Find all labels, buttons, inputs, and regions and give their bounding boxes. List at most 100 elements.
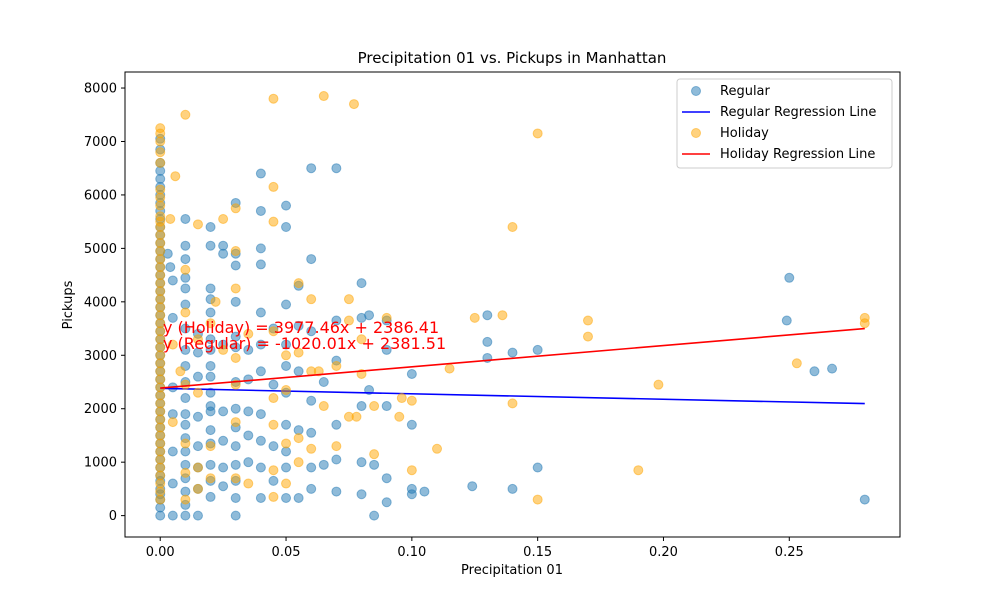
data-point — [497, 310, 508, 321]
data-point — [243, 328, 254, 339]
data-point — [653, 379, 664, 390]
data-point — [192, 371, 203, 382]
legend-holiday-line-label: Holiday Regression Line — [720, 147, 875, 162]
data-point — [293, 492, 304, 503]
data-point — [306, 254, 317, 265]
data-point — [255, 435, 266, 446]
data-point — [293, 278, 304, 289]
data-point — [369, 449, 380, 460]
data-point — [205, 283, 216, 294]
data-point — [419, 486, 430, 497]
data-point — [281, 492, 292, 503]
data-point — [406, 489, 417, 500]
data-point — [218, 344, 229, 355]
data-point — [318, 459, 329, 470]
data-point — [243, 406, 254, 417]
x-tick-label: 0.15 — [523, 545, 552, 560]
data-point — [467, 481, 478, 492]
data-point — [230, 417, 241, 428]
data-point — [306, 326, 317, 337]
data-point — [218, 435, 229, 446]
data-point — [293, 347, 304, 358]
data-point — [167, 510, 178, 521]
data-point — [230, 260, 241, 271]
x-tick-label: 0.05 — [272, 545, 301, 560]
data-point — [293, 320, 304, 331]
data-point — [381, 344, 392, 355]
holiday-regression-line — [160, 327, 865, 389]
data-point — [230, 342, 241, 353]
data-point — [293, 433, 304, 444]
y-tick-label: 6000 — [84, 188, 117, 203]
data-point — [205, 334, 216, 345]
data-point — [192, 219, 203, 230]
data-point — [784, 272, 795, 283]
data-point — [331, 454, 342, 465]
data-point — [165, 213, 176, 224]
data-point — [167, 446, 178, 457]
data-point — [432, 443, 443, 454]
data-point — [482, 310, 493, 321]
legend-regular-marker — [691, 86, 701, 96]
data-point — [318, 377, 329, 387]
data-point — [369, 510, 380, 521]
data-point — [218, 462, 229, 473]
x-axis: 0.00 0.05 0.10 0.15 0.20 0.25 — [146, 537, 804, 560]
data-point — [306, 163, 317, 174]
data-point — [155, 211, 166, 222]
data-point — [167, 478, 178, 489]
data-point — [268, 216, 279, 227]
data-point — [507, 398, 518, 409]
data-point — [230, 331, 241, 342]
data-point — [369, 459, 380, 470]
data-point — [205, 406, 216, 417]
data-point — [205, 473, 216, 484]
data-point — [482, 336, 493, 347]
data-point — [192, 483, 203, 494]
data-point — [180, 264, 191, 275]
y-tick-label: 7000 — [84, 135, 117, 150]
data-point — [306, 443, 317, 454]
data-point — [255, 168, 266, 179]
data-point — [205, 344, 216, 355]
legend: Regular Regular Regression Line Holiday … — [676, 78, 893, 169]
data-point — [268, 491, 279, 502]
data-point — [255, 205, 266, 216]
data-point — [268, 326, 279, 337]
data-point — [218, 481, 229, 492]
x-tick-label: 0.10 — [397, 545, 426, 560]
data-point — [306, 462, 317, 473]
data-point — [268, 441, 279, 452]
data-point — [859, 318, 870, 329]
data-point — [331, 315, 342, 326]
data-point — [281, 200, 292, 211]
data-point — [364, 310, 375, 321]
data-point — [255, 366, 266, 377]
data-point — [356, 334, 367, 345]
data-point — [582, 315, 593, 326]
data-point — [192, 510, 203, 521]
x-tick-label: 0.20 — [649, 545, 678, 560]
data-point — [167, 312, 178, 323]
legend-holiday-label: Holiday — [720, 126, 769, 141]
data-point — [218, 248, 229, 259]
y-tick-label: 5000 — [84, 242, 117, 257]
data-point — [205, 425, 216, 436]
data-point — [532, 128, 543, 139]
data-point — [180, 393, 191, 404]
data-point — [633, 465, 644, 476]
data-point — [218, 406, 229, 417]
data-point — [469, 312, 480, 323]
data-point — [281, 462, 292, 473]
data-point — [180, 344, 191, 355]
data-point — [192, 441, 203, 452]
data-point — [268, 181, 279, 192]
data-point — [255, 259, 266, 270]
data-point — [180, 409, 191, 420]
data-point — [255, 243, 266, 254]
x-tick-label: 0.00 — [146, 545, 175, 560]
data-point — [343, 294, 354, 305]
data-point — [180, 379, 191, 390]
data-point — [180, 240, 191, 251]
regular-equation-label: y (Regular) = -1020.01x + 2381.51 — [163, 334, 446, 353]
